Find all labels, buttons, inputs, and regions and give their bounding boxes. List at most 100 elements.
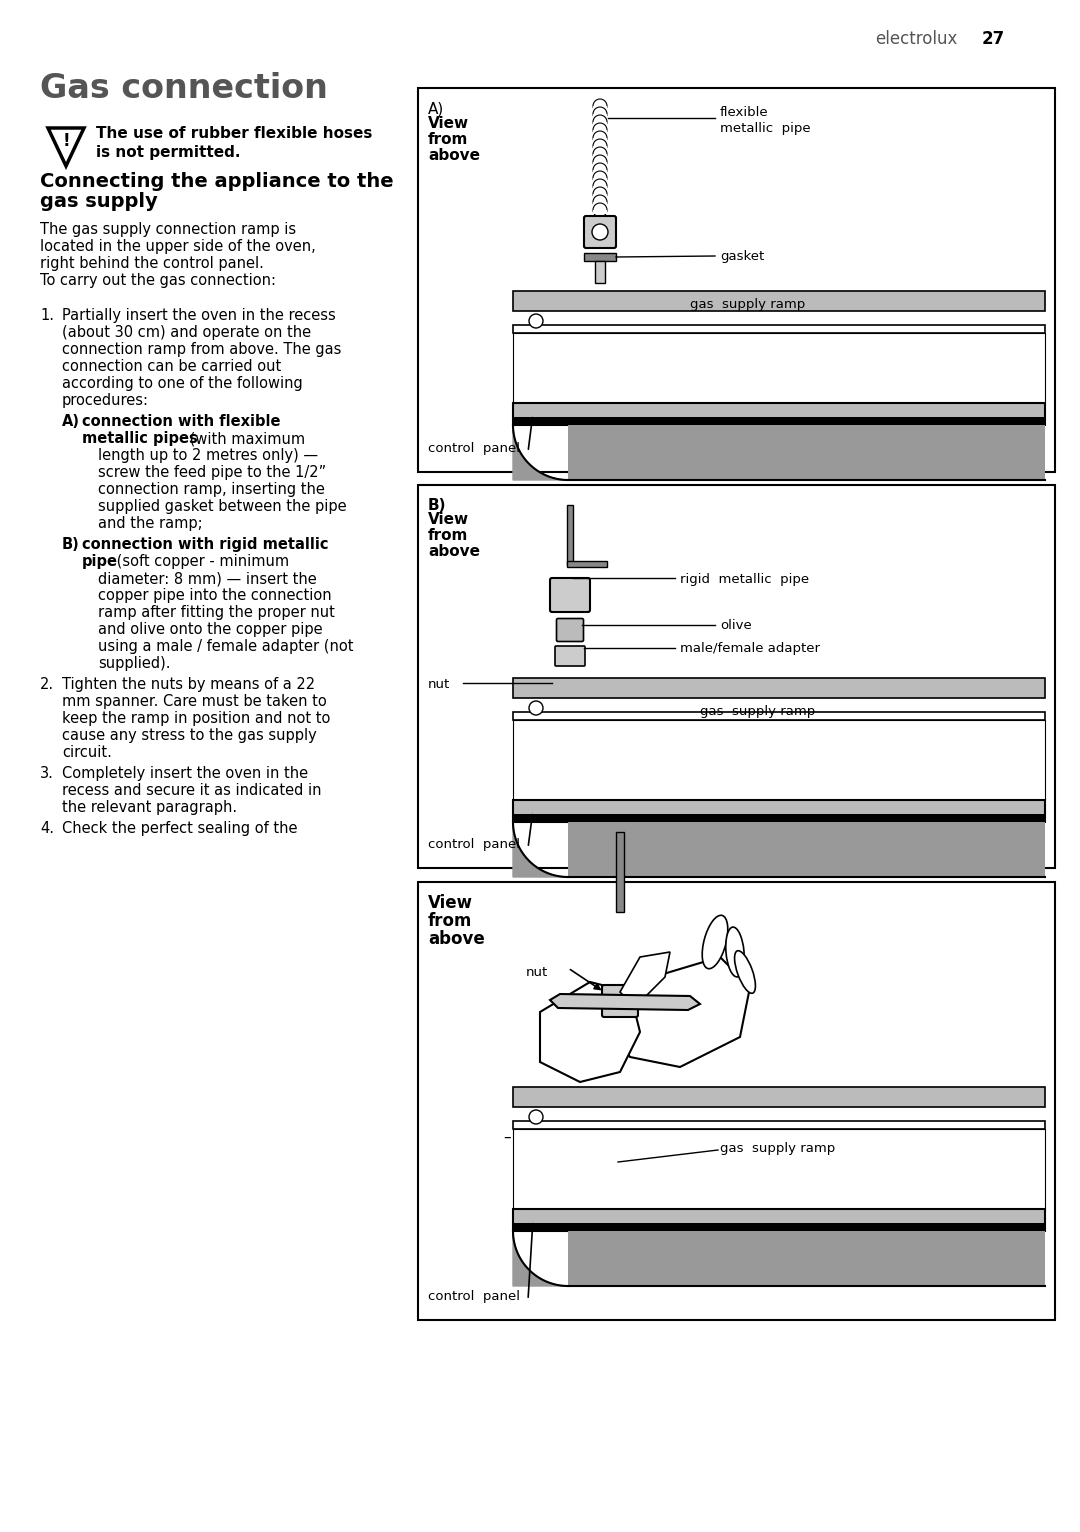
Bar bbox=[513, 332, 1045, 403]
Text: gas  supply ramp: gas supply ramp bbox=[690, 299, 806, 311]
Text: B): B) bbox=[62, 538, 80, 552]
Bar bbox=[593, 202, 607, 205]
Bar bbox=[593, 138, 607, 142]
Bar bbox=[513, 720, 1045, 800]
Bar bbox=[593, 162, 607, 165]
Circle shape bbox=[593, 107, 607, 121]
Text: 27: 27 bbox=[982, 31, 1005, 47]
Text: 1.: 1. bbox=[40, 308, 54, 323]
Text: recess and secure it as indicated in: recess and secure it as indicated in bbox=[62, 783, 322, 798]
Text: male/female adapter: male/female adapter bbox=[680, 642, 820, 656]
Text: Check the perfect sealing of the: Check the perfect sealing of the bbox=[62, 821, 297, 836]
Text: To carry out the gas connection:: To carry out the gas connection: bbox=[40, 273, 276, 288]
Bar bbox=[593, 113, 607, 118]
Text: (soft copper - minimum: (soft copper - minimum bbox=[112, 555, 289, 568]
Text: gasket: gasket bbox=[720, 250, 765, 264]
Ellipse shape bbox=[734, 951, 755, 993]
Text: connection can be carried out: connection can be carried out bbox=[62, 358, 281, 374]
Bar bbox=[595, 260, 605, 283]
Bar bbox=[513, 1088, 1045, 1108]
Text: connection with flexible: connection with flexible bbox=[82, 414, 281, 429]
Text: length up to 2 metres only) —: length up to 2 metres only) — bbox=[98, 447, 319, 463]
Text: A): A) bbox=[62, 414, 80, 429]
Bar bbox=[593, 210, 607, 214]
Text: and the ramp;: and the ramp; bbox=[98, 516, 203, 532]
Circle shape bbox=[593, 123, 607, 136]
Bar bbox=[568, 823, 1045, 876]
Text: according to one of the following: according to one of the following bbox=[62, 375, 302, 391]
Text: electrolux: electrolux bbox=[876, 31, 958, 47]
Circle shape bbox=[593, 155, 607, 169]
Text: nut: nut bbox=[428, 679, 450, 691]
Circle shape bbox=[529, 702, 543, 715]
Text: The gas supply connection ramp is: The gas supply connection ramp is bbox=[40, 222, 296, 237]
Bar bbox=[568, 424, 1045, 480]
Text: (about 30 cm) and operate on the: (about 30 cm) and operate on the bbox=[62, 325, 311, 340]
Circle shape bbox=[593, 204, 607, 218]
Circle shape bbox=[593, 195, 607, 208]
Text: View: View bbox=[428, 116, 469, 132]
Text: connection with rigid metallic: connection with rigid metallic bbox=[82, 538, 328, 552]
Polygon shape bbox=[513, 424, 568, 480]
Text: flexible: flexible bbox=[720, 106, 769, 119]
Text: metallic pipes: metallic pipes bbox=[82, 430, 198, 446]
FancyBboxPatch shape bbox=[550, 578, 590, 611]
Text: rigid  metallic  pipe: rigid metallic pipe bbox=[680, 573, 809, 587]
Polygon shape bbox=[540, 982, 640, 1082]
Text: Partially insert the oven in the recess: Partially insert the oven in the recess bbox=[62, 308, 336, 323]
Text: and olive onto the copper pipe: and olive onto the copper pipe bbox=[98, 622, 323, 637]
Text: pipe: pipe bbox=[82, 555, 118, 568]
Text: 4.: 4. bbox=[40, 821, 54, 836]
Text: !: ! bbox=[63, 132, 70, 150]
Bar bbox=[513, 417, 1045, 424]
Bar bbox=[593, 178, 607, 182]
Text: The use of rubber flexible hoses: The use of rubber flexible hoses bbox=[96, 126, 373, 141]
Text: mm spanner. Care must be taken to: mm spanner. Care must be taken to bbox=[62, 694, 327, 709]
Ellipse shape bbox=[726, 927, 744, 977]
Text: is not permitted.: is not permitted. bbox=[96, 146, 241, 159]
Text: the relevant paragraph.: the relevant paragraph. bbox=[62, 800, 238, 815]
Bar bbox=[513, 291, 1045, 311]
Bar bbox=[567, 506, 573, 565]
Bar bbox=[418, 882, 1055, 1321]
Text: control  panel: control panel bbox=[428, 443, 519, 455]
Text: gas  supply ramp: gas supply ramp bbox=[700, 705, 815, 719]
Bar bbox=[418, 87, 1055, 472]
Text: metallic  pipe: metallic pipe bbox=[720, 123, 811, 135]
Circle shape bbox=[593, 115, 607, 129]
Text: View: View bbox=[428, 895, 473, 912]
Polygon shape bbox=[513, 823, 568, 876]
Text: using a male / female adapter (not: using a male / female adapter (not bbox=[98, 639, 353, 654]
Circle shape bbox=[593, 132, 607, 146]
Text: nut: nut bbox=[526, 967, 549, 979]
Text: Tighten the nuts by means of a 22: Tighten the nuts by means of a 22 bbox=[62, 677, 315, 692]
Bar bbox=[593, 170, 607, 175]
Text: circuit.: circuit. bbox=[62, 745, 112, 760]
Polygon shape bbox=[513, 1232, 568, 1285]
Text: control  panel: control panel bbox=[428, 1290, 519, 1304]
Text: gas supply: gas supply bbox=[40, 192, 158, 211]
Bar bbox=[418, 486, 1055, 869]
Circle shape bbox=[593, 147, 607, 161]
Text: B): B) bbox=[428, 498, 446, 513]
Text: 2.: 2. bbox=[40, 677, 54, 692]
Text: right behind the control panel.: right behind the control panel. bbox=[40, 256, 264, 271]
Bar bbox=[593, 106, 607, 110]
Text: connection ramp from above. The gas: connection ramp from above. The gas bbox=[62, 342, 341, 357]
Circle shape bbox=[593, 162, 607, 178]
Text: 3.: 3. bbox=[40, 766, 54, 781]
Bar bbox=[593, 123, 607, 126]
Text: A): A) bbox=[428, 103, 444, 116]
Bar bbox=[513, 1209, 1045, 1232]
Text: Connecting the appliance to the: Connecting the appliance to the bbox=[40, 172, 393, 192]
Text: above: above bbox=[428, 930, 485, 948]
Circle shape bbox=[592, 224, 608, 241]
Text: from: from bbox=[428, 912, 472, 930]
Text: above: above bbox=[428, 544, 480, 559]
Text: from: from bbox=[428, 529, 469, 542]
Bar bbox=[513, 800, 1045, 823]
Bar bbox=[513, 1121, 1045, 1129]
Circle shape bbox=[529, 1111, 543, 1124]
Text: screw the feed pipe to the 1/2”: screw the feed pipe to the 1/2” bbox=[98, 466, 326, 480]
FancyBboxPatch shape bbox=[556, 619, 583, 642]
